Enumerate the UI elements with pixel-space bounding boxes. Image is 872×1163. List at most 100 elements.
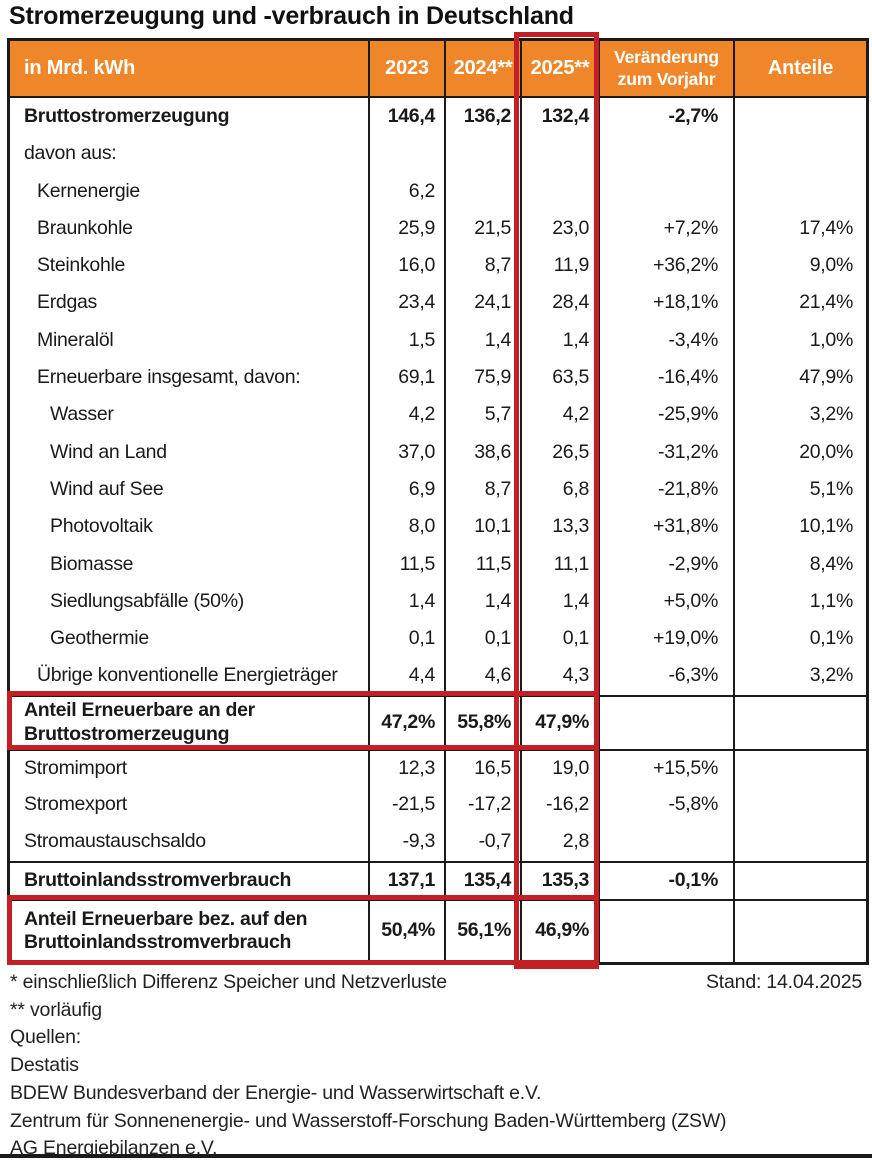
stand-date: Stand: 14.04.2025 <box>706 971 862 993</box>
cell-2024: -0,7 <box>444 823 520 861</box>
cell-share: 47,9% <box>733 359 866 397</box>
row-label: Wind an Land <box>50 440 167 463</box>
cell-2024: 135,4 <box>444 862 520 899</box>
table-row: Wasser 4,2 5,7 4,2 -25,9% 3,2% <box>10 396 866 434</box>
cell-2023: 16,0 <box>368 247 444 285</box>
table-row: Bruttostromerzeugung 146,4 136,2 132,4 -2,7% <box>10 98 866 136</box>
table-row: Wind an Land 37,0 38,6 26,5 -31,2% 20,0% <box>10 433 866 471</box>
cell-2025: 4,3 <box>520 657 598 695</box>
cell-share <box>733 135 866 173</box>
cell-2025: 19,0 <box>520 750 598 787</box>
cell-share <box>733 98 866 136</box>
cell-share <box>733 862 866 899</box>
table-row: Anteil Erneuerbare bez. auf den Bruttoin… <box>10 898 866 962</box>
cell-2024: 11,5 <box>444 545 520 583</box>
cell-share <box>733 823 866 861</box>
table-body: Bruttostromerzeugung 146,4 136,2 132,4 -2,7%… <box>10 98 866 962</box>
row-label: Siedlungsabfälle (50%) <box>50 589 244 612</box>
table-row: Stromimport 12,3 16,5 19,0 +15,5% <box>10 748 866 787</box>
cell-change: +36,2% <box>598 247 733 285</box>
cell-share: 5,1% <box>733 470 866 509</box>
cell-change <box>598 823 733 861</box>
cell-2024: 55,8% <box>444 696 520 749</box>
table-header-row: in Mrd. kWh 2023 2024** 2025** Veränderu… <box>10 41 866 98</box>
table-row: Geothermie 0,1 0,1 0,1 +19,0% 0,1% <box>10 620 866 658</box>
col-header-2024: 2024** <box>444 41 520 96</box>
cell-2023: 23,4 <box>368 284 444 322</box>
table-row: Braunkohle 25,9 21,5 23,0 +7,2% 17,4% <box>10 209 866 248</box>
sources-label: Quellen: <box>10 1026 82 1049</box>
cell-share <box>733 750 866 787</box>
table-row: Übrige konventionelle Energieträger 4,4 4,… <box>10 657 866 695</box>
row-label: Anteil Erneuerbare an der Bruttostromerz… <box>24 699 255 745</box>
cell-2025: 26,5 <box>520 433 598 471</box>
cell-2023: 8,0 <box>368 508 444 546</box>
table-row: Siedlungsabfälle (50%) 1,4 1,4 1,4 +5,0% 1,1% <box>10 582 866 621</box>
row-label: Stromimport <box>24 756 127 779</box>
cell-2023: 137,1 <box>368 862 444 899</box>
cell-change: -21,8% <box>598 470 733 509</box>
cell-change: -16,4% <box>598 359 733 397</box>
cell-2025: 4,2 <box>520 396 598 434</box>
cell-2024: 5,7 <box>444 396 520 434</box>
cell-2023: 12,3 <box>368 750 444 787</box>
cell-change: -25,9% <box>598 396 733 434</box>
cell-share: 1,0% <box>733 321 866 360</box>
page-title: Stromerzeugung und -verbrauch in Deutsch… <box>9 2 574 30</box>
cell-2024: 1,4 <box>444 582 520 621</box>
cell-2023: 146,4 <box>368 98 444 136</box>
table-row: Anteil Erneuerbare an der Bruttostromerz… <box>10 694 866 749</box>
source-item: BDEW Bundesverband der Energie- und Wass… <box>10 1081 542 1104</box>
row-label: davon aus: <box>24 142 117 165</box>
cell-2025: 132,4 <box>520 98 598 136</box>
row-label: Anteil Erneuerbare bez. auf den Bruttoin… <box>24 907 308 954</box>
cell-2023: 6,9 <box>368 470 444 509</box>
cell-2023: 1,4 <box>368 582 444 621</box>
row-label: Braunkohle <box>37 216 133 239</box>
cell-share: 3,2% <box>733 657 866 695</box>
bottom-rule <box>0 1154 872 1158</box>
cell-change: -0,1% <box>598 862 733 899</box>
cell-2025: 0,1 <box>520 620 598 658</box>
cell-2023: 6,2 <box>368 172 444 210</box>
cell-2023: 69,1 <box>368 359 444 397</box>
cell-share: 10,1% <box>733 508 866 546</box>
cell-change <box>598 696 733 749</box>
cell-share: 9,0% <box>733 247 866 285</box>
cell-2024: 21,5 <box>444 209 520 248</box>
cell-2025: 46,9% <box>520 900 598 962</box>
cell-change: +5,0% <box>598 582 733 621</box>
cell-2023: 4,2 <box>368 396 444 434</box>
cell-2025: 13,3 <box>520 508 598 546</box>
row-label: Erneuerbare insgesamt, davon: <box>37 366 301 389</box>
cell-share <box>733 696 866 749</box>
cell-2023 <box>368 135 444 173</box>
row-label: Übrige konventionelle Energieträger <box>37 664 338 687</box>
cell-2023: 0,1 <box>368 620 444 658</box>
table-row: Erdgas 23,4 24,1 28,4 +18,1% 21,4% <box>10 284 866 322</box>
table-row: Photovoltaik 8,0 10,1 13,3 +31,8% 10,1% <box>10 508 866 546</box>
row-label: Steinkohle <box>37 254 126 277</box>
cell-2023: 1,5 <box>368 321 444 360</box>
cell-2024: 4,6 <box>444 657 520 695</box>
table-row: Steinkohle 16,0 8,7 11,9 +36,2% 9,0% <box>10 247 866 285</box>
row-label: Bruttoinlandsstromverbrauch <box>24 868 292 891</box>
source-item: Destatis <box>10 1054 79 1077</box>
cell-2025: 23,0 <box>520 209 598 248</box>
col-header-2023: 2023 <box>368 41 444 96</box>
table-row: Kernenergie 6,2 <box>10 172 866 210</box>
cell-2025: -16,2 <box>520 786 598 824</box>
table-row: Bruttoinlandsstromverbrauch 137,1 135,4 135… <box>10 860 866 899</box>
row-label: Wasser <box>50 403 114 426</box>
cell-2025: 1,4 <box>520 582 598 621</box>
cell-2023: 11,5 <box>368 545 444 583</box>
cell-change: +18,1% <box>598 284 733 322</box>
cell-share: 17,4% <box>733 209 866 248</box>
cell-share <box>733 172 866 210</box>
cell-change: -2,7% <box>598 98 733 136</box>
cell-2024 <box>444 135 520 173</box>
cell-2025 <box>520 172 598 210</box>
table-row: Stromexport -21,5 -17,2 -16,2 -5,8% <box>10 786 866 824</box>
cell-change <box>598 900 733 962</box>
